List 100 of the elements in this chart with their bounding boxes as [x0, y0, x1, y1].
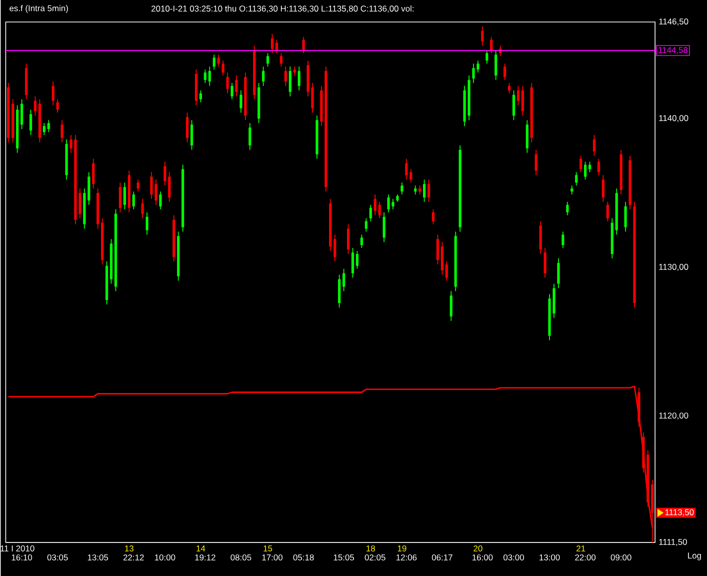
candlestick: [526, 119, 528, 154]
candlestick: [580, 155, 582, 172]
candlestick: [56, 98, 59, 113]
candlestick: [440, 241, 444, 276]
candlestick: [208, 66, 211, 86]
candlestick: [516, 85, 520, 106]
candlestick: [288, 66, 292, 97]
candlestick: [204, 68, 206, 84]
x-tick-label: 06:17: [432, 554, 452, 560]
candlestick: [400, 182, 404, 195]
candlestick: [284, 66, 287, 86]
candlestick: [364, 218, 368, 232]
x-tick-label: 17:00: [262, 554, 282, 560]
x-tick-label: 05:18: [293, 554, 314, 560]
x-tick-label: 02:05: [364, 554, 386, 560]
candlestick: [240, 90, 242, 113]
x-tick-label: 22:00: [575, 554, 596, 560]
x-tick-label: 21: [576, 545, 586, 552]
candlestick: [88, 172, 90, 206]
candlestick: [342, 268, 346, 292]
candlestick: [92, 158, 95, 189]
candlestick: [369, 204, 372, 222]
x-tick-label: 16:00: [472, 554, 493, 560]
candlestick: [490, 36, 493, 54]
candlestick: [382, 212, 386, 242]
candlestick: [42, 122, 46, 136]
x-tick-label: 12:06: [396, 554, 417, 560]
candlestick: [190, 119, 194, 150]
x-tick-label: 03:05: [47, 554, 68, 560]
candlestick: [146, 212, 148, 235]
candlestick: [226, 72, 229, 94]
candlestick: [159, 190, 162, 210]
candlestick: [346, 224, 350, 254]
candlestick: [34, 96, 37, 116]
candlestick: [164, 161, 166, 186]
candlestick: [136, 178, 140, 192]
candlestick: [405, 158, 408, 180]
candlestick: [168, 172, 171, 202]
candlestick: [539, 220, 542, 254]
x-tick-label: 15:05: [334, 554, 354, 560]
candlestick: [374, 194, 376, 216]
candlestick: [436, 234, 440, 265]
x-tick-label: 20: [474, 545, 482, 552]
candlestick: [481, 26, 484, 46]
candlestick: [123, 182, 126, 210]
x-tick-label: 10:00: [154, 554, 176, 560]
text: Log: [688, 552, 701, 560]
candlestick: [503, 62, 506, 80]
candlestick: [544, 247, 546, 278]
candlestick: [334, 234, 336, 262]
candlestick: [351, 247, 354, 278]
candlestick: [60, 119, 64, 143]
candlestick: [606, 201, 609, 222]
x-tick-label: 03:00: [503, 554, 524, 560]
candlestick: [410, 168, 412, 183]
candlestick: [427, 178, 430, 202]
chart-title: es.f (Intra 5min): [10, 4, 68, 13]
candlestick: [222, 60, 224, 76]
x-tick-label: 09:00: [610, 554, 632, 560]
text: 1113,50: [665, 509, 694, 516]
x-tick-label: 13:00: [540, 554, 560, 560]
x-tick-label: 18: [366, 545, 375, 552]
candlestick: [494, 50, 498, 80]
candlestick: [248, 122, 252, 150]
x-tick-label: 16:10: [12, 554, 32, 560]
candlestick: [270, 33, 274, 54]
candlestick: [217, 54, 220, 67]
candlestick: [186, 112, 189, 143]
y-tick-label: 1120,00: [659, 412, 688, 420]
x-tick-label: 22:12: [123, 554, 144, 560]
candlestick: [360, 234, 363, 248]
candlestick: [298, 66, 300, 91]
candlestick: [275, 39, 278, 54]
x-tick-label: 15: [264, 545, 272, 552]
candlestick: [266, 52, 270, 67]
ref-line-label: 1144,58: [658, 46, 688, 54]
candlestick: [521, 85, 524, 116]
candlestick: [512, 90, 516, 120]
x-tick-label: 11 I 2010: [0, 545, 34, 552]
candlestick: [562, 231, 564, 248]
candlestick: [118, 182, 122, 213]
candlestick: [235, 74, 238, 97]
candlestick: [534, 149, 538, 176]
candlestick: [423, 178, 426, 202]
candlestick: [262, 66, 265, 86]
x-tick-label: 13: [125, 545, 134, 552]
chart-subtitle: 2010-I-21 03:25:10 thu O:1136,30 H:1136,30 L:1135,80 C:1136,00 vol:: [152, 5, 414, 12]
candlestick: [566, 201, 569, 216]
candlestick: [588, 161, 592, 172]
candlestick: [450, 290, 452, 322]
candlestick: [302, 36, 305, 54]
candlestick: [280, 52, 282, 67]
y-tick-label: 1130,00: [659, 264, 688, 271]
candlestick: [445, 260, 448, 281]
candlestick: [584, 161, 587, 180]
candlestick: [141, 198, 144, 219]
y-tick-label: 1140,00: [659, 114, 688, 122]
candlestick: [20, 98, 24, 130]
candlestick: [47, 119, 50, 132]
candlestick: [29, 109, 32, 136]
